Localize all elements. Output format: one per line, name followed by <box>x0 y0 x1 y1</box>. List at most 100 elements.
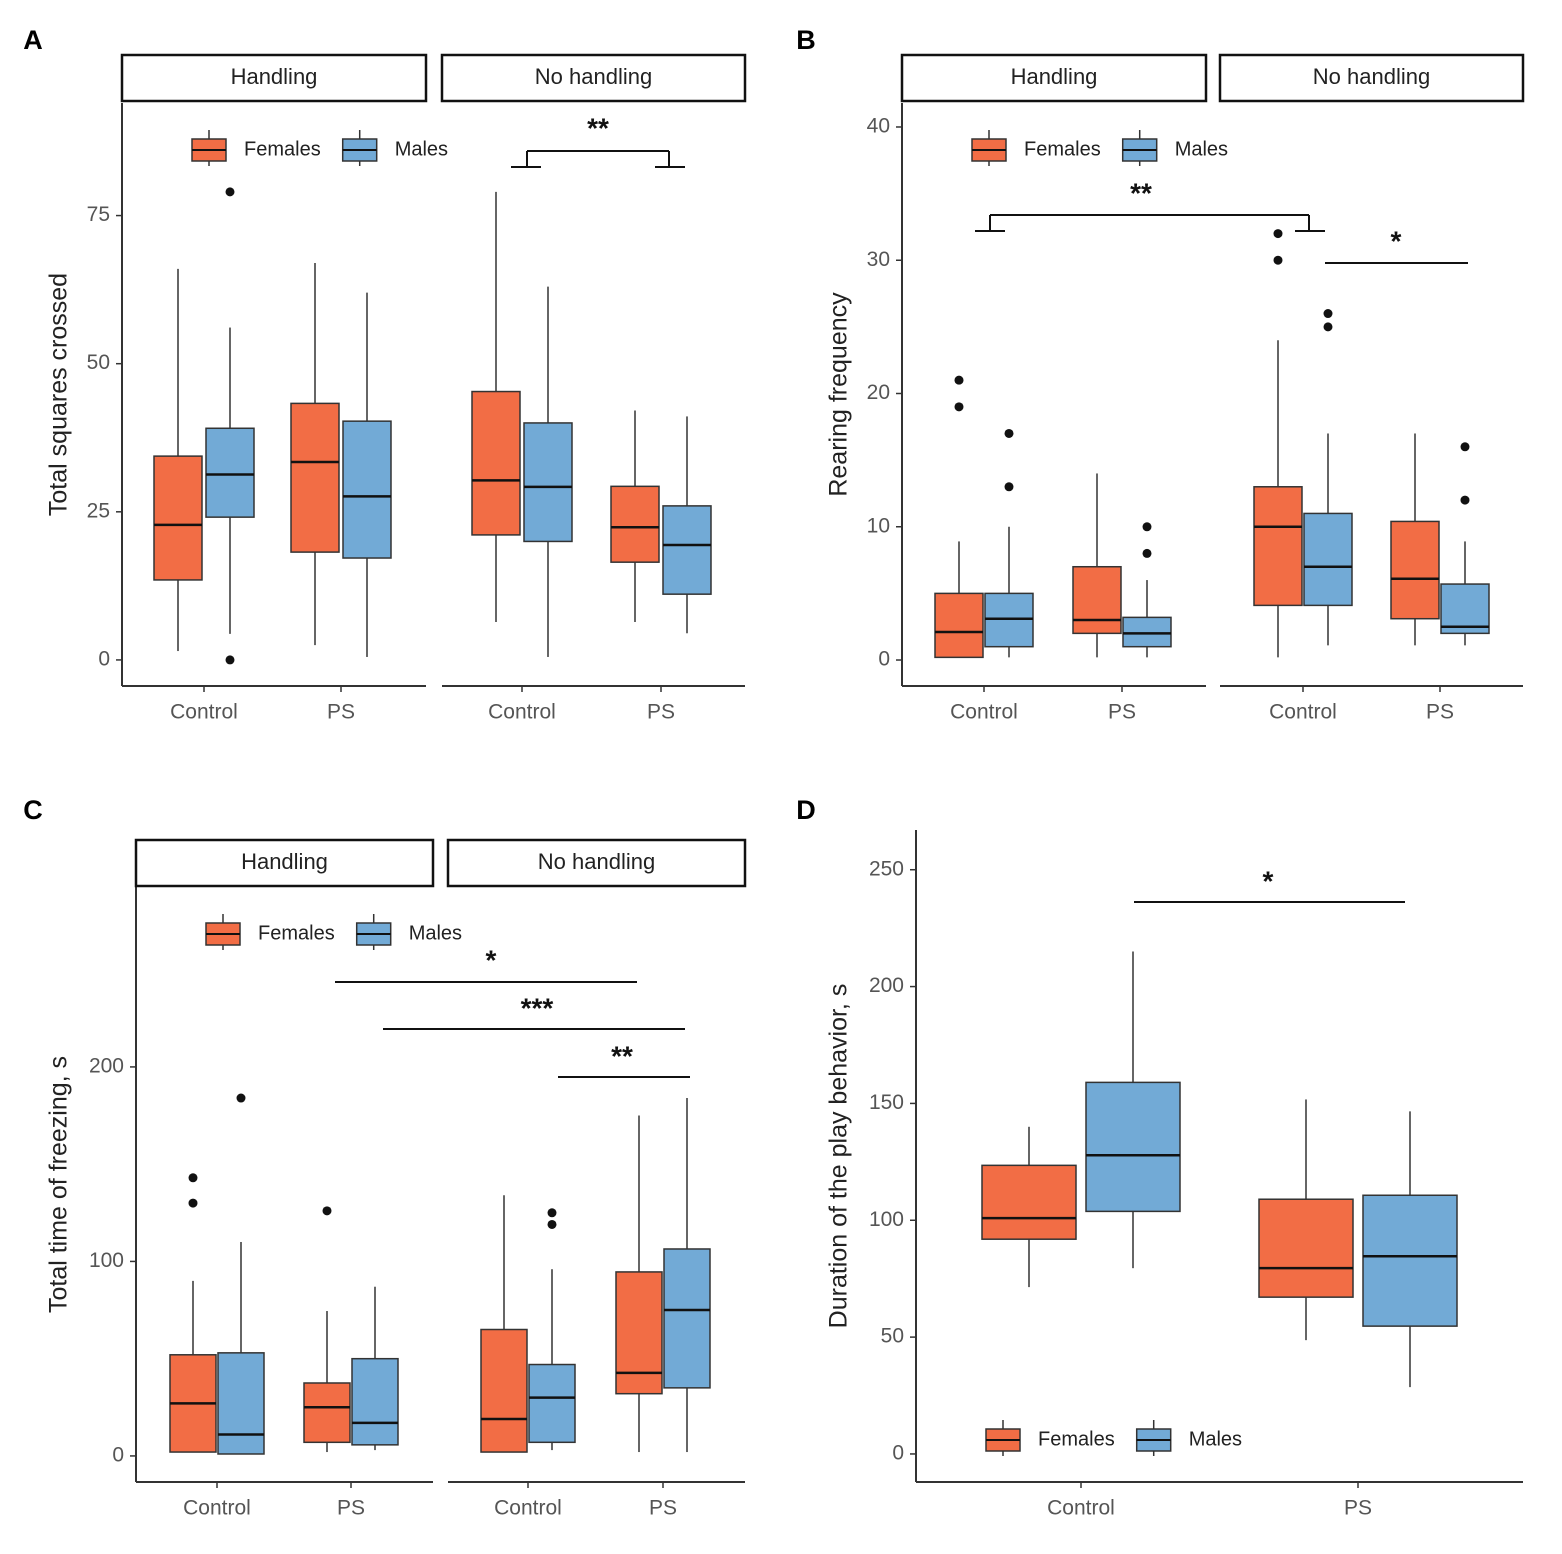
y-axis-label: Duration of the play behavior, s <box>825 984 853 1329</box>
box <box>290 402 340 553</box>
significance-label: * <box>486 944 497 975</box>
legend-label: Females <box>1024 138 1101 160</box>
box <box>471 390 521 536</box>
facet-strip <box>446 838 747 888</box>
outlier <box>1142 548 1152 558</box>
outlier <box>225 655 235 665</box>
box <box>205 427 255 518</box>
outlier <box>1004 428 1014 438</box>
outlier <box>1460 495 1470 505</box>
box <box>663 1248 711 1389</box>
significance-label: ** <box>587 112 609 143</box>
y-tick-label: 30 <box>867 248 890 271</box>
y-tick-label: 150 <box>869 1091 904 1114</box>
box <box>1072 565 1122 635</box>
panel-letter: A <box>23 25 43 55</box>
outlier <box>547 1208 557 1218</box>
box <box>1390 520 1440 620</box>
outlier <box>547 1219 557 1229</box>
x-tick-label: Control <box>1047 1497 1115 1520</box>
y-tick-label: 40 <box>867 115 890 138</box>
legend-label: Females <box>1038 1428 1115 1450</box>
facet-strip <box>900 53 1208 103</box>
x-tick-label: Control <box>170 701 238 724</box>
x-tick-label: PS <box>327 701 355 724</box>
x-tick-label: PS <box>649 1497 677 1520</box>
outlier <box>1273 229 1283 239</box>
box <box>934 592 984 659</box>
facet-strip <box>134 838 435 888</box>
facet-label: Handling <box>1011 64 1098 89</box>
x-tick-label: PS <box>337 1497 365 1520</box>
outlier <box>1323 309 1333 319</box>
x-tick-label: PS <box>647 701 675 724</box>
x-tick-label: Control <box>950 701 1018 724</box>
significance-label: * <box>1391 225 1402 256</box>
y-tick-label: 0 <box>892 1442 904 1465</box>
x-tick-label: Control <box>1269 701 1337 724</box>
y-axis-label: Rearing frequency <box>825 292 853 497</box>
outlier <box>322 1206 332 1216</box>
box <box>1122 616 1172 648</box>
box <box>984 592 1034 648</box>
x-tick-label: PS <box>1344 1497 1372 1520</box>
box <box>1362 1194 1458 1327</box>
facet-label: No handling <box>538 849 655 874</box>
box <box>1253 486 1303 607</box>
y-tick-label: 50 <box>881 1325 904 1348</box>
y-tick-label: 50 <box>87 351 110 374</box>
facet-strip <box>440 53 747 103</box>
box <box>1303 512 1353 607</box>
x-tick-label: Control <box>488 701 556 724</box>
facet-label: No handling <box>1313 64 1430 89</box>
significance-label: ** <box>611 1040 633 1071</box>
y-axis-label: Total squares crossed <box>45 273 73 516</box>
x-tick-label: PS <box>1426 701 1454 724</box>
x-tick-label: PS <box>1108 701 1136 724</box>
outlier <box>1142 522 1152 532</box>
y-tick-label: 100 <box>89 1249 124 1272</box>
legend-label: Females <box>258 922 335 944</box>
box <box>528 1363 576 1444</box>
significance-label: * <box>1263 865 1274 896</box>
outlier <box>954 375 964 385</box>
panel-letter: B <box>796 25 816 55</box>
y-tick-label: 100 <box>869 1208 904 1231</box>
x-tick-label: Control <box>183 1497 251 1520</box>
y-tick-label: 200 <box>869 974 904 997</box>
facet-strip <box>1218 53 1525 103</box>
outlier <box>225 187 235 197</box>
outlier <box>1004 482 1014 492</box>
box <box>303 1382 351 1444</box>
significance-label: *** <box>521 992 554 1023</box>
box <box>351 1357 399 1446</box>
x-tick-label: Control <box>494 1497 562 1520</box>
facet-label: No handling <box>535 64 652 89</box>
box <box>615 1271 663 1395</box>
outlier <box>954 402 964 412</box>
facet-strip <box>120 53 428 103</box>
y-tick-label: 250 <box>869 857 904 880</box>
y-tick-label: 25 <box>87 499 110 522</box>
legend-label: Males <box>409 922 462 944</box>
box <box>610 485 660 563</box>
y-tick-label: 10 <box>867 514 890 537</box>
outlier <box>1273 255 1283 265</box>
y-tick-label: 20 <box>867 381 890 404</box>
y-axis-label: Total time of freezing, s <box>45 1056 73 1313</box>
legend-label: Females <box>244 138 321 160</box>
box <box>523 422 573 543</box>
box <box>217 1352 265 1455</box>
box <box>1258 1198 1354 1298</box>
legend-label: Males <box>1189 1428 1242 1450</box>
box <box>342 420 392 559</box>
box <box>981 1164 1077 1240</box>
y-tick-label: 200 <box>89 1054 124 1077</box>
y-tick-label: 0 <box>112 1443 124 1466</box>
panel-letter: C <box>23 795 43 825</box>
y-tick-label: 0 <box>878 648 890 671</box>
facet-label: Handling <box>241 849 328 874</box>
y-tick-label: 75 <box>87 203 110 226</box>
box <box>1085 1081 1181 1213</box>
